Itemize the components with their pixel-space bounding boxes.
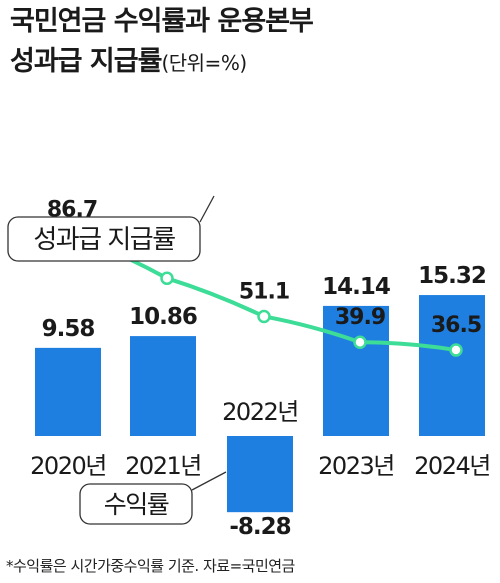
- bar-series-callout-box: [79, 483, 193, 525]
- line-value-label-3: 39.9: [335, 305, 385, 330]
- line-value-label-4: 36.5: [431, 313, 481, 338]
- bar-series-callout-label: 수익률: [104, 490, 169, 519]
- title-line-2-text: 성과급 지급률: [10, 46, 162, 77]
- bar-4: [419, 295, 485, 436]
- chart-title: 국민연금 수익률과 운용본부 성과급 지급률(단위=%): [10, 2, 490, 83]
- bar-value-label-4: 15.32: [418, 263, 486, 289]
- line-value-label-2: 51.1: [239, 279, 289, 304]
- bar-1: [130, 336, 196, 436]
- title-unit: (단위=%): [161, 51, 247, 75]
- line-series-callout-box: [7, 216, 201, 262]
- bar-0: [35, 347, 101, 436]
- title-line-1: 국민연금 수익률과 운용본부: [10, 6, 314, 37]
- line-point-3: [353, 335, 367, 349]
- title-line-2: 성과급 지급률(단위=%): [10, 42, 490, 83]
- bar-value-label-0: 9.58: [42, 316, 95, 342]
- bar-value-label-1: 10.86: [129, 304, 197, 330]
- line-point-4: [449, 343, 463, 357]
- category-label-4: 2024년: [414, 452, 490, 480]
- category-label-0: 2020년: [30, 452, 106, 480]
- footnote: *수익률은 시간가중수익률 기준. 자료=국민연금: [6, 557, 295, 575]
- line-point-2: [257, 309, 271, 324]
- category-label-1: 2021년: [125, 452, 201, 480]
- line-series-callout-pointer: [199, 195, 215, 223]
- bar-3: [323, 305, 389, 436]
- line-series-callout-label: 성과급 지급률: [33, 225, 175, 255]
- bar-value-label-3: 14.14: [322, 274, 390, 300]
- bar-series-callout-pointer: [191, 471, 227, 491]
- bar-2: [227, 436, 293, 513]
- line-point-1: [160, 271, 174, 286]
- category-label-2: 2022년: [222, 398, 298, 426]
- bar-series-returns: [35, 295, 485, 513]
- category-label-3: 2023년: [318, 452, 394, 480]
- bar-value-label-2: -8.28: [229, 514, 290, 540]
- category-labels: 2020년 2021년 2022년 2023년 2024년: [30, 398, 491, 480]
